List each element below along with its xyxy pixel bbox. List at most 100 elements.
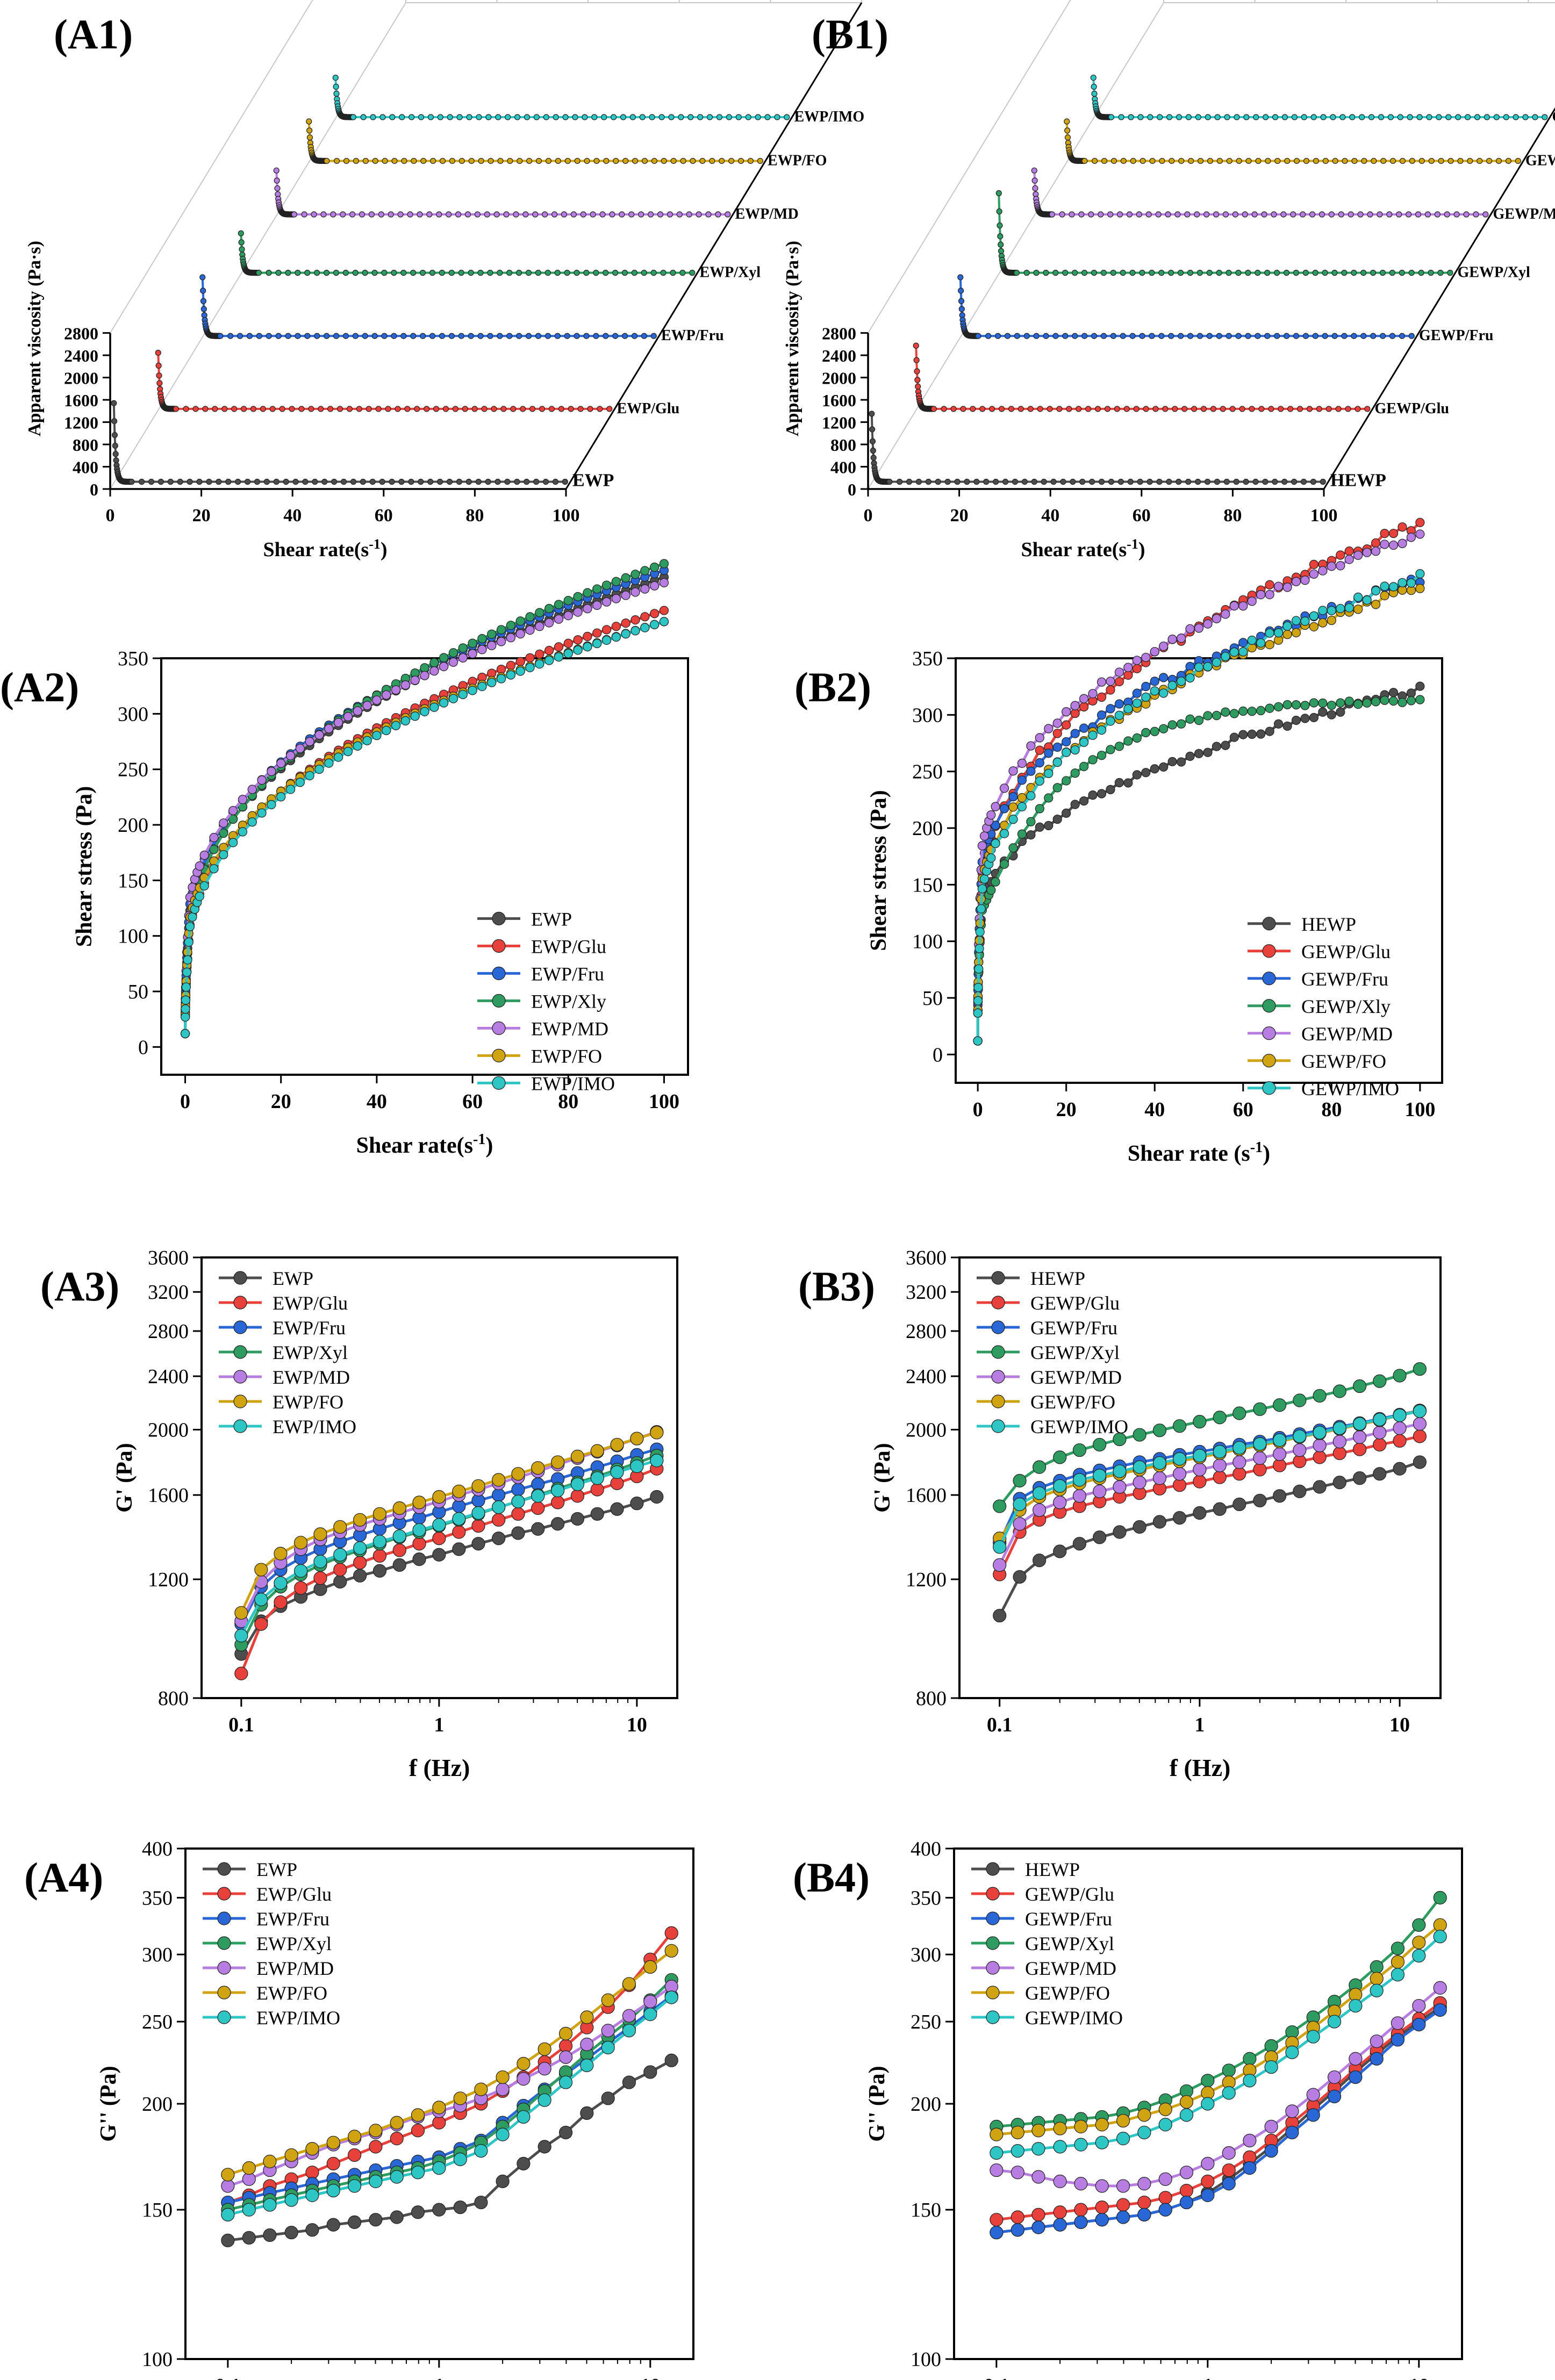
data-point bbox=[1345, 406, 1351, 412]
y-tick-label: 2800 bbox=[822, 324, 856, 343]
data-point bbox=[640, 623, 650, 632]
data-point bbox=[1373, 1374, 1387, 1388]
series-line bbox=[201, 277, 654, 337]
data-point bbox=[1300, 701, 1310, 710]
data-point bbox=[944, 478, 951, 485]
data-point bbox=[1035, 733, 1044, 743]
data-point bbox=[1318, 606, 1328, 615]
data-point bbox=[1388, 540, 1399, 550]
series-label: EWP/MD bbox=[735, 206, 799, 222]
data-point bbox=[347, 2130, 362, 2144]
data-point bbox=[1074, 2119, 1088, 2134]
data-point bbox=[554, 270, 561, 276]
data-point bbox=[1444, 211, 1450, 218]
data-point bbox=[1473, 211, 1479, 218]
data-point bbox=[1052, 718, 1062, 728]
data-point bbox=[1229, 647, 1239, 657]
legend-entry: EWP/MD bbox=[203, 1958, 334, 1979]
y-tick-label: 1600 bbox=[64, 391, 98, 410]
legend-marker bbox=[217, 1936, 231, 1950]
data-point bbox=[1031, 167, 1037, 174]
legend-label: EWP/FO bbox=[531, 1045, 602, 1067]
data-point bbox=[558, 2050, 573, 2064]
data-point bbox=[1272, 114, 1279, 120]
data-point bbox=[640, 566, 650, 576]
data-point bbox=[1031, 2124, 1045, 2138]
x-tick-label: 80 bbox=[558, 1090, 578, 1113]
data-point bbox=[1185, 714, 1195, 724]
data-point bbox=[515, 629, 525, 639]
data-point bbox=[1049, 211, 1055, 218]
data-point bbox=[362, 736, 372, 745]
data-point bbox=[1291, 616, 1301, 625]
data-point bbox=[1256, 589, 1266, 600]
data-point bbox=[284, 2225, 298, 2240]
series-line bbox=[227, 1950, 672, 2176]
plot-frame bbox=[160, 657, 689, 1076]
data-point bbox=[1088, 755, 1098, 765]
legend-label: GEWP/MD bbox=[1030, 1367, 1122, 1388]
series-gewp-xyl: GEWP/Xyl bbox=[995, 190, 1530, 281]
data-point bbox=[1522, 114, 1529, 120]
data-point bbox=[914, 368, 920, 375]
data-point bbox=[628, 211, 635, 218]
legend-entry: EWP/IMO bbox=[477, 1073, 615, 1094]
legend-marker bbox=[492, 1076, 506, 1090]
data-point bbox=[1053, 2140, 1067, 2154]
data-point bbox=[1398, 698, 1407, 707]
data-point bbox=[370, 114, 376, 120]
data-point bbox=[1141, 728, 1151, 737]
data-point bbox=[1380, 591, 1389, 601]
legend-entry: GEWP/MD bbox=[977, 1367, 1122, 1388]
data-point bbox=[1092, 157, 1098, 164]
data-point bbox=[326, 2183, 340, 2198]
data-point bbox=[485, 114, 492, 120]
data-point bbox=[1513, 114, 1519, 120]
data-point bbox=[1013, 1473, 1027, 1488]
data-point bbox=[563, 638, 573, 648]
data-point bbox=[1044, 724, 1054, 734]
legend-marker bbox=[233, 1419, 247, 1433]
data-point bbox=[1370, 1983, 1384, 1997]
data-point bbox=[651, 157, 657, 164]
y-tick-label: 1200 bbox=[822, 413, 856, 433]
series-line bbox=[998, 1410, 1420, 1548]
data-point bbox=[1132, 733, 1142, 743]
data-point bbox=[381, 333, 388, 339]
x-tick-label: 1 bbox=[1194, 1714, 1205, 1736]
data-point bbox=[1168, 333, 1174, 339]
data-point bbox=[1367, 211, 1373, 218]
data-point bbox=[1114, 778, 1124, 788]
data-point bbox=[555, 157, 561, 164]
data-point bbox=[611, 632, 621, 642]
data-point bbox=[1091, 333, 1098, 339]
data-point bbox=[1300, 211, 1306, 218]
data-point bbox=[1033, 270, 1040, 276]
data-point bbox=[1118, 114, 1124, 120]
data-point bbox=[432, 2203, 446, 2217]
data-point bbox=[705, 211, 712, 218]
series-gewp-fo: GEWP/FO bbox=[1064, 118, 1555, 169]
series-ewp-imo bbox=[180, 617, 669, 1039]
data-point bbox=[1137, 2208, 1151, 2221]
legend-marker bbox=[991, 1370, 1005, 1384]
data-point bbox=[1152, 1423, 1167, 1437]
data-point bbox=[372, 1564, 386, 1578]
y-tick-label: 800 bbox=[73, 435, 98, 455]
data-point bbox=[570, 1477, 585, 1491]
data-point bbox=[1453, 211, 1460, 218]
data-point bbox=[583, 333, 590, 339]
data-point bbox=[1336, 603, 1345, 614]
data-point bbox=[274, 185, 281, 192]
data-point bbox=[1293, 1443, 1307, 1457]
legend-marker bbox=[991, 1320, 1005, 1334]
data-point bbox=[538, 2042, 551, 2056]
data-point bbox=[369, 2140, 383, 2154]
data-point bbox=[263, 478, 270, 485]
data-point bbox=[610, 1465, 624, 1479]
data-point bbox=[1313, 1480, 1327, 1494]
data-point bbox=[1388, 688, 1399, 698]
data-point bbox=[180, 1029, 190, 1039]
data-point bbox=[111, 400, 117, 406]
